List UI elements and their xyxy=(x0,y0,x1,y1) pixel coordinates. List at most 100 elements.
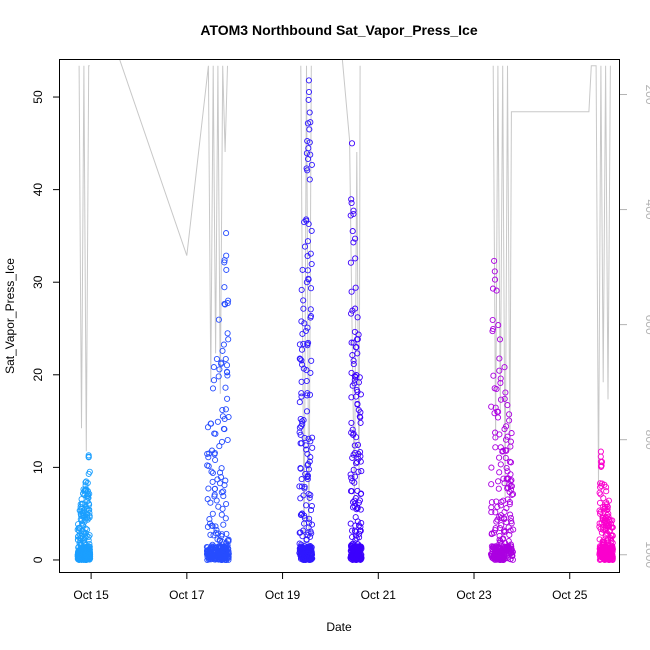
data-point xyxy=(354,441,362,448)
data-point xyxy=(211,493,218,500)
data-point-peak xyxy=(597,448,604,455)
data-point xyxy=(495,322,502,329)
data-point xyxy=(307,119,314,126)
data-point xyxy=(489,316,496,324)
data-point xyxy=(603,499,610,506)
data-point xyxy=(296,547,303,554)
data-point xyxy=(306,494,313,501)
data-point xyxy=(491,268,498,275)
data-point xyxy=(221,426,228,433)
data-point xyxy=(488,481,495,488)
data-point xyxy=(496,336,504,343)
data-point xyxy=(497,375,504,382)
data-point xyxy=(504,543,511,551)
data-point xyxy=(305,435,312,442)
data-point xyxy=(605,510,612,517)
data-point xyxy=(303,367,310,374)
y-tick-label: 30 xyxy=(31,275,45,289)
data-point xyxy=(492,404,499,411)
data-point xyxy=(352,235,359,242)
data-point xyxy=(225,297,232,304)
data-point xyxy=(218,359,225,366)
data-point xyxy=(501,508,508,516)
data-point xyxy=(348,339,355,346)
data-point xyxy=(304,155,312,163)
data-point xyxy=(348,199,355,207)
data-point xyxy=(491,385,498,392)
data-point xyxy=(83,511,90,518)
data-point xyxy=(304,450,311,457)
data-point xyxy=(352,514,359,521)
data-point xyxy=(608,538,615,545)
data-point xyxy=(220,521,227,528)
data-point xyxy=(219,556,226,563)
data-point xyxy=(356,534,363,541)
data-point xyxy=(214,418,221,425)
data-point xyxy=(304,324,311,331)
data-point xyxy=(304,238,311,245)
data-point xyxy=(494,414,502,421)
data-point xyxy=(495,551,502,559)
data-point xyxy=(347,520,354,527)
data-point xyxy=(347,471,354,478)
data-point xyxy=(491,410,498,417)
data-point xyxy=(217,474,225,481)
data-point xyxy=(498,522,505,529)
data-point xyxy=(347,488,355,495)
data-point xyxy=(203,543,210,551)
data-point xyxy=(354,551,361,558)
data-point xyxy=(222,384,229,391)
data-point xyxy=(496,532,503,539)
data-point xyxy=(494,548,501,556)
data-point xyxy=(214,553,221,560)
data-point xyxy=(301,320,308,327)
data-point xyxy=(305,529,312,536)
data-point xyxy=(212,523,219,530)
data-point xyxy=(298,393,305,400)
data-point xyxy=(81,536,88,543)
data-point xyxy=(82,479,89,486)
data-point xyxy=(505,524,512,531)
data-point xyxy=(489,554,496,561)
data-point xyxy=(506,501,513,508)
data-point xyxy=(74,536,81,543)
data-point xyxy=(349,454,356,461)
data-point xyxy=(496,355,503,362)
data-point xyxy=(305,461,312,468)
data-point xyxy=(298,357,305,364)
data-point xyxy=(308,357,315,364)
data-point xyxy=(85,454,92,461)
data-point xyxy=(219,347,226,354)
data-point xyxy=(352,344,359,351)
data-point xyxy=(77,507,84,514)
data-point xyxy=(350,339,357,346)
pressure-line xyxy=(119,60,228,394)
data-point xyxy=(606,518,613,526)
data-point xyxy=(218,465,225,472)
data-point xyxy=(308,550,315,557)
data-point xyxy=(354,401,361,408)
data-point xyxy=(209,510,216,517)
data-point xyxy=(301,243,309,250)
data-point xyxy=(347,212,354,219)
data-point xyxy=(306,109,313,116)
data-point xyxy=(598,462,605,469)
data-point xyxy=(491,276,499,283)
data-point xyxy=(297,495,304,502)
data-point xyxy=(354,350,361,357)
data-point xyxy=(349,533,356,541)
data-point xyxy=(599,480,606,487)
data-point xyxy=(304,546,311,553)
data-point xyxy=(596,536,603,543)
data-point xyxy=(215,373,222,380)
data-point xyxy=(305,88,313,96)
data-point xyxy=(298,390,305,397)
data-point xyxy=(224,300,231,307)
data-point xyxy=(506,480,513,487)
data-point xyxy=(349,228,356,235)
data-point xyxy=(222,355,229,363)
data-point xyxy=(356,530,363,537)
data-point xyxy=(298,476,305,483)
data-point xyxy=(84,526,91,533)
